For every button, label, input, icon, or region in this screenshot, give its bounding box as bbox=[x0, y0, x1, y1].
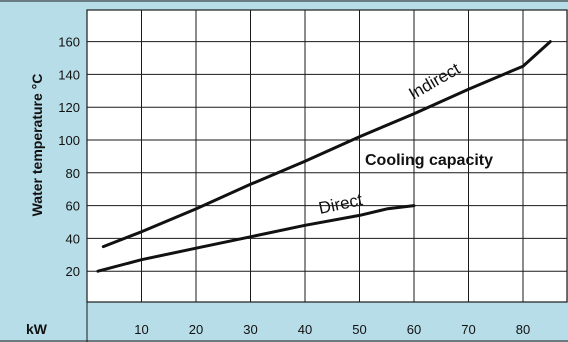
x-tick-label: 50 bbox=[352, 322, 366, 337]
x-tick-label: 70 bbox=[461, 322, 475, 337]
plot-area bbox=[86, 9, 568, 303]
x-tick-labels: 10 20 30 40 50 60 70 80 bbox=[134, 322, 530, 337]
series-line-direct bbox=[96, 204, 416, 273]
x-tick-label: 60 bbox=[407, 322, 421, 337]
x-tick-label: 30 bbox=[243, 322, 257, 337]
y-tick-label: 160 bbox=[58, 35, 80, 50]
y-tick-label: 100 bbox=[58, 133, 80, 148]
y-tick-label: 60 bbox=[66, 199, 80, 214]
y-tick-label: 40 bbox=[66, 231, 80, 246]
cooling-capacity-annotation: Cooling capacity bbox=[365, 152, 493, 169]
series-lines bbox=[96, 40, 552, 273]
y-tick-label: 80 bbox=[66, 166, 80, 181]
y-tick-label: 140 bbox=[58, 67, 80, 82]
x-tick-label: 80 bbox=[516, 322, 530, 337]
y-tick-label: 20 bbox=[66, 264, 80, 279]
x-axis-label: kW bbox=[26, 321, 48, 337]
y-tick-label: 120 bbox=[58, 100, 80, 115]
y-axis-label: Water temperature °C bbox=[29, 74, 45, 217]
x-tick-label: 20 bbox=[189, 322, 203, 337]
x-tick-label: 10 bbox=[134, 322, 148, 337]
series-line-indirect bbox=[101, 40, 552, 249]
x-tick-label: 40 bbox=[298, 322, 312, 337]
y-tick-labels: 20 40 60 80 100 120 140 160 bbox=[58, 35, 80, 280]
